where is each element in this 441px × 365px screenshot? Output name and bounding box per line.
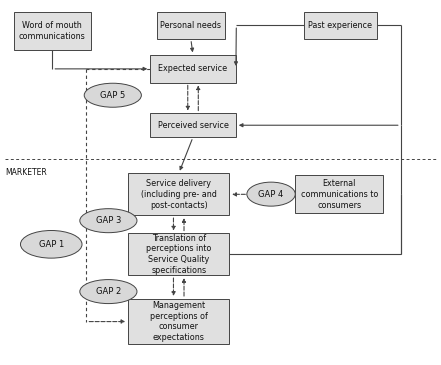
Text: External
communications to
consumers: External communications to consumers	[300, 179, 378, 210]
FancyBboxPatch shape	[128, 233, 229, 275]
Ellipse shape	[20, 230, 82, 258]
Text: GAP 4: GAP 4	[258, 190, 284, 199]
Text: GAP 1: GAP 1	[39, 240, 64, 249]
FancyBboxPatch shape	[150, 55, 236, 82]
Text: Service delivery
(including pre- and
post-contacts): Service delivery (including pre- and pos…	[141, 179, 217, 210]
Text: Perceived service: Perceived service	[157, 121, 228, 130]
Ellipse shape	[84, 83, 142, 107]
Ellipse shape	[80, 280, 137, 304]
FancyBboxPatch shape	[150, 114, 236, 137]
Ellipse shape	[80, 209, 137, 233]
FancyBboxPatch shape	[304, 12, 377, 39]
FancyBboxPatch shape	[128, 173, 229, 215]
Text: Translation of
perceptions into
Service Quality
specifications: Translation of perceptions into Service …	[146, 234, 211, 275]
Text: GAP 2: GAP 2	[96, 287, 121, 296]
Text: MARKETER: MARKETER	[5, 168, 47, 177]
Text: Management
perceptions of
consumer
expectations: Management perceptions of consumer expec…	[150, 301, 208, 342]
Text: GAP 5: GAP 5	[100, 91, 125, 100]
Text: Personal needs: Personal needs	[161, 21, 221, 30]
Text: GAP 3: GAP 3	[96, 216, 121, 225]
Text: Expected service: Expected service	[158, 64, 228, 73]
Text: Past experience: Past experience	[308, 21, 372, 30]
FancyBboxPatch shape	[14, 12, 91, 50]
FancyBboxPatch shape	[128, 299, 229, 344]
FancyBboxPatch shape	[157, 12, 225, 39]
Ellipse shape	[247, 182, 295, 206]
FancyBboxPatch shape	[295, 175, 383, 214]
Text: Word of mouth
communications: Word of mouth communications	[19, 21, 86, 41]
